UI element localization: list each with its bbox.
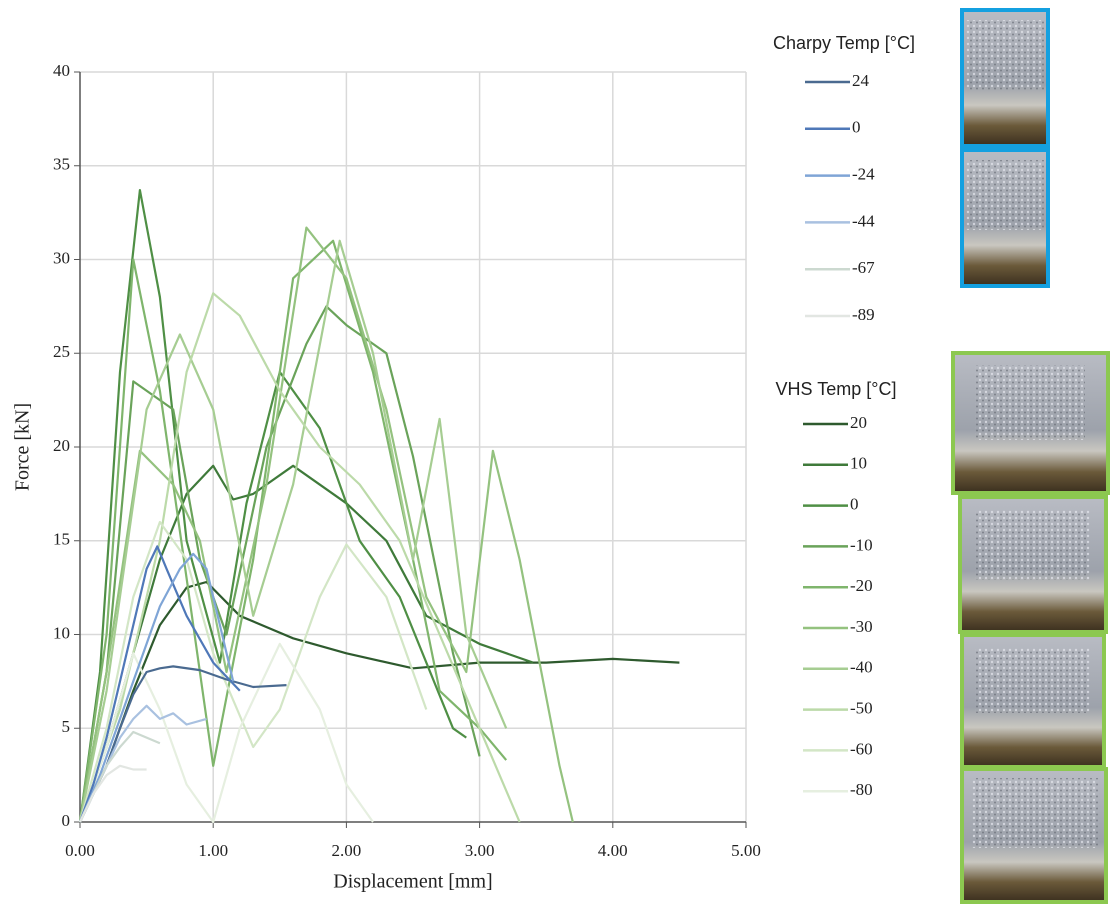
legend-label: -44 bbox=[852, 211, 875, 230]
data-line bbox=[79, 764, 147, 823]
x-tick-label: 1.00 bbox=[198, 841, 228, 860]
y-tick-label: 30 bbox=[53, 248, 70, 267]
photo-texture bbox=[975, 510, 1090, 580]
x-tick-label: 0.00 bbox=[65, 841, 95, 860]
legend-label: -10 bbox=[850, 535, 873, 554]
y-axis-label: Force [kN] bbox=[12, 403, 34, 491]
legend-label: 0 bbox=[850, 495, 859, 514]
y-tick-label: 15 bbox=[53, 530, 70, 549]
legend-label: -30 bbox=[850, 617, 873, 636]
photos bbox=[951, 8, 1110, 904]
legend-label: -67 bbox=[852, 258, 875, 277]
x-tick-label: 5.00 bbox=[731, 841, 761, 860]
y-tick-label: 10 bbox=[53, 623, 70, 642]
legend-label: -80 bbox=[850, 780, 873, 799]
data-line bbox=[78, 239, 508, 823]
x-tick-label: 3.00 bbox=[465, 841, 495, 860]
y-tick-label: 5 bbox=[62, 717, 71, 736]
legend-label: -40 bbox=[850, 658, 873, 677]
y-tick-label: 25 bbox=[53, 342, 70, 361]
legend-label: -20 bbox=[850, 576, 873, 595]
data-line bbox=[78, 545, 241, 823]
y-tick-label: 35 bbox=[53, 155, 70, 174]
legend-label: -24 bbox=[852, 165, 875, 184]
legend-label: -89 bbox=[852, 305, 875, 324]
photo-texture bbox=[966, 20, 1044, 90]
data-line bbox=[78, 520, 428, 823]
x-axis-label: Displacement [mm] bbox=[333, 871, 492, 893]
legend-label: 20 bbox=[850, 413, 867, 432]
legend-label: 10 bbox=[850, 454, 867, 473]
photo-texture bbox=[975, 365, 1085, 440]
legend-label: 24 bbox=[852, 71, 870, 90]
y-tick-label: 0 bbox=[62, 811, 71, 830]
data-line bbox=[78, 292, 521, 823]
data-line bbox=[78, 552, 235, 823]
data-line bbox=[78, 464, 534, 823]
photo-texture bbox=[972, 778, 1098, 848]
y-tick-label: 20 bbox=[53, 436, 70, 455]
x-tick-label: 2.00 bbox=[332, 841, 362, 860]
photo-texture bbox=[966, 160, 1044, 230]
data-line bbox=[78, 305, 481, 823]
data-line bbox=[78, 226, 574, 823]
legend-label: -60 bbox=[850, 739, 873, 758]
legend-label: -50 bbox=[850, 699, 873, 718]
legend-label: 0 bbox=[852, 118, 861, 137]
data-line bbox=[79, 580, 680, 823]
photo-texture bbox=[975, 648, 1090, 713]
legend-title: VHS Temp [°C] bbox=[776, 379, 897, 399]
legend-title: Charpy Temp [°C] bbox=[773, 33, 915, 53]
data-line bbox=[78, 239, 508, 823]
x-tick-label: 4.00 bbox=[598, 841, 628, 860]
data-line bbox=[78, 189, 467, 823]
data-line bbox=[78, 642, 374, 824]
y-tick-label: 40 bbox=[53, 61, 70, 80]
